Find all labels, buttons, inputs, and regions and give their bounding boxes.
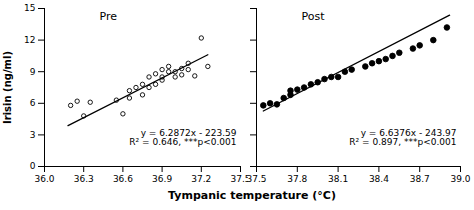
svg-text:9: 9 bbox=[30, 67, 36, 77]
svg-text:y = 6.6376x - 243.97R² = 0.897: y = 6.6376x - 243.97R² = 0.897, ***p<0.0… bbox=[349, 128, 456, 147]
svg-text:0: 0 bbox=[30, 161, 36, 171]
svg-text:37.5: 37.5 bbox=[248, 174, 267, 184]
svg-text:36.0: 36.0 bbox=[34, 174, 54, 184]
svg-text:39.0: 39.0 bbox=[450, 174, 470, 184]
svg-text:12: 12 bbox=[24, 35, 35, 45]
svg-text:37.2: 37.2 bbox=[191, 174, 211, 184]
svg-text:3: 3 bbox=[30, 130, 36, 140]
svg-text:38.4: 38.4 bbox=[369, 174, 389, 184]
svg-text:Post: Post bbox=[302, 10, 326, 23]
svg-text:36.9: 36.9 bbox=[152, 174, 172, 184]
svg-text:38.1: 38.1 bbox=[328, 174, 348, 184]
svg-text:15: 15 bbox=[24, 3, 35, 13]
svg-text:38.7: 38.7 bbox=[410, 174, 430, 184]
html-text:Tympanic temperature (°C): Tympanic temperature (°C) bbox=[168, 189, 336, 202]
svg-text:Irisin (ng/ml): Irisin (ng/ml) bbox=[2, 51, 13, 124]
svg-text:Pre: Pre bbox=[100, 10, 118, 23]
svg-text:36.6: 36.6 bbox=[113, 174, 133, 184]
svg-text:37.8: 37.8 bbox=[287, 174, 307, 184]
svg-text:36.3: 36.3 bbox=[74, 174, 94, 184]
svg-text:6: 6 bbox=[30, 98, 36, 108]
svg-text:y = 6.2872x - 223.59R² = 0.646: y = 6.2872x - 223.59R² = 0.646, ***p<0.0… bbox=[129, 128, 236, 147]
svg-text:37.5: 37.5 bbox=[230, 174, 248, 184]
